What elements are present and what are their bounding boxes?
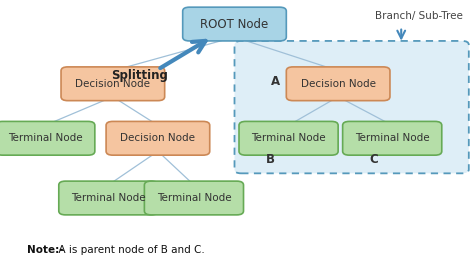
Text: Terminal Node: Terminal Node (251, 133, 326, 143)
Text: Terminal Node: Terminal Node (156, 193, 231, 203)
Text: C: C (370, 153, 379, 165)
FancyBboxPatch shape (61, 67, 164, 101)
Text: Decision Node: Decision Node (301, 79, 375, 89)
Text: Decision Node: Decision Node (120, 133, 195, 143)
FancyBboxPatch shape (106, 121, 210, 155)
Text: Terminal Node: Terminal Node (355, 133, 429, 143)
FancyBboxPatch shape (0, 121, 95, 155)
FancyBboxPatch shape (182, 7, 286, 41)
Text: Splitting: Splitting (111, 69, 168, 82)
FancyBboxPatch shape (286, 67, 390, 101)
Text: Note:-: Note:- (27, 245, 64, 255)
Text: A is parent node of B and C.: A is parent node of B and C. (52, 245, 205, 255)
FancyBboxPatch shape (239, 121, 338, 155)
FancyBboxPatch shape (145, 181, 244, 215)
Text: B: B (266, 153, 275, 165)
FancyBboxPatch shape (59, 181, 158, 215)
Text: Terminal Node: Terminal Node (8, 133, 82, 143)
Text: Terminal Node: Terminal Node (71, 193, 146, 203)
FancyBboxPatch shape (343, 121, 442, 155)
Text: A: A (271, 75, 280, 88)
FancyBboxPatch shape (235, 41, 469, 173)
Text: Branch/ Sub-Tree: Branch/ Sub-Tree (375, 11, 463, 21)
Text: ROOT Node: ROOT Node (201, 17, 269, 31)
Text: Decision Node: Decision Node (75, 79, 150, 89)
